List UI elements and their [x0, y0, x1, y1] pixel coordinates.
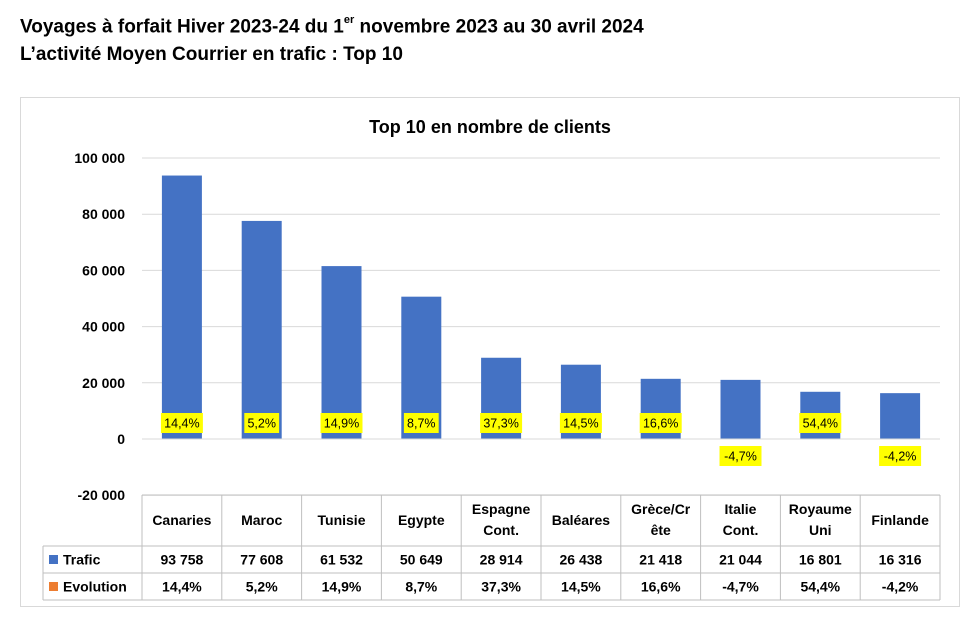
chart-title: Top 10 en nombre de clients: [369, 117, 611, 137]
y-tick-label: 100 000: [74, 150, 125, 166]
y-tick-label: 0: [117, 431, 125, 447]
x-category-label: Cont.: [483, 522, 519, 538]
table-cell: 21 418: [639, 552, 682, 568]
data-label: 8,7%: [407, 417, 436, 431]
table-cell: 26 438: [559, 552, 602, 568]
table-cell: 16,6%: [641, 579, 681, 595]
data-label-highlight: [559, 413, 602, 433]
table-cell: 61 532: [320, 552, 363, 568]
data-label: 37,3%: [483, 417, 518, 431]
title-superscript: er: [343, 14, 355, 26]
legend-label: Trafic: [63, 552, 101, 568]
data-label-highlight: [879, 446, 922, 466]
x-category-label: Baléares: [552, 512, 611, 528]
table-cell: 8,7%: [405, 579, 437, 595]
page-title-line-2: L’activité Moyen Courrier en trafic : To…: [20, 44, 403, 66]
y-tick-label: 80 000: [82, 206, 125, 222]
data-label: 14,9%: [324, 417, 359, 431]
data-label-highlight: [719, 446, 762, 466]
data-label-highlight: [160, 413, 203, 433]
bar: [880, 393, 921, 439]
table-cell: 5,2%: [246, 579, 278, 595]
page-header: Voyages à forfait Hiver 2023-24 du 1er n…: [20, 8, 644, 69]
page-title-line-1: Voyages à forfait Hiver 2023-24 du 1er n…: [20, 8, 644, 41]
x-category-label: Uni: [809, 522, 832, 538]
table-cell: 77 608: [240, 552, 283, 568]
y-tick-label: 40 000: [82, 319, 125, 335]
x-category-label: ête: [651, 522, 671, 538]
x-category-label: Cont.: [723, 522, 759, 538]
y-tick-label: 60 000: [82, 262, 125, 278]
data-label: 54,4%: [803, 417, 838, 431]
data-label-highlight: [320, 413, 363, 433]
x-category-label: Canaries: [152, 512, 211, 528]
x-category-label: Grèce/Cr: [631, 501, 691, 517]
x-category-label: Finlande: [871, 512, 929, 528]
legend-swatch: [49, 555, 58, 564]
legend-label: Evolution: [63, 579, 127, 595]
table-cell: 54,4%: [800, 579, 840, 595]
table-cell: 16 316: [879, 552, 922, 568]
title-text: Voyages à forfait Hiver 2023-24 du 1: [20, 16, 344, 38]
x-category-label: Espagne: [472, 501, 531, 517]
table-cell: -4,2%: [882, 579, 919, 595]
table-cell: 14,4%: [162, 579, 202, 595]
title-text-end: novembre 2023 au 30 avril 2024: [354, 16, 644, 38]
legend-swatch: [49, 582, 58, 591]
table-cell: 93 758: [160, 552, 203, 568]
bar: [321, 266, 362, 439]
data-label: 5,2%: [247, 417, 276, 431]
bar: [241, 220, 282, 439]
table-cell: 50 649: [400, 552, 443, 568]
x-category-label: Italie: [725, 501, 757, 517]
x-category-label: Tunisie: [318, 512, 366, 528]
data-label: 14,5%: [563, 417, 598, 431]
data-label-highlight: [639, 413, 682, 433]
table-cell: 37,3%: [481, 579, 521, 595]
data-label-highlight: [403, 413, 439, 433]
data-label: 14,4%: [164, 417, 199, 431]
x-category-label: Maroc: [241, 512, 282, 528]
data-label-highlight: [244, 413, 280, 433]
bar-chart: Top 10 en nombre de clients -20 000 0 20 00…: [42, 117, 941, 601]
table-cell: -4,7%: [722, 579, 759, 595]
data-label-highlight: [480, 413, 523, 433]
data-label: 16,6%: [643, 417, 678, 431]
bar: [161, 175, 202, 439]
data-label: -4,7%: [724, 450, 757, 464]
bar: [720, 379, 761, 439]
table-cell: 21 044: [719, 552, 762, 568]
x-category-label: Royaume: [789, 501, 852, 517]
x-category-label: Egypte: [398, 512, 445, 528]
data-label-highlight: [799, 413, 842, 433]
y-tick-label: 20 000: [82, 375, 125, 391]
y-tick-label: -20 000: [78, 487, 126, 503]
table-cell: 16 801: [799, 552, 842, 568]
data-label: -4,2%: [884, 450, 917, 464]
table-cell: 14,9%: [322, 579, 362, 595]
table-cell: 28 914: [480, 552, 523, 568]
chart-frame: Top 10 en nombre de clients -20 000 0 20 00…: [20, 97, 960, 607]
table-cell: 14,5%: [561, 579, 601, 595]
